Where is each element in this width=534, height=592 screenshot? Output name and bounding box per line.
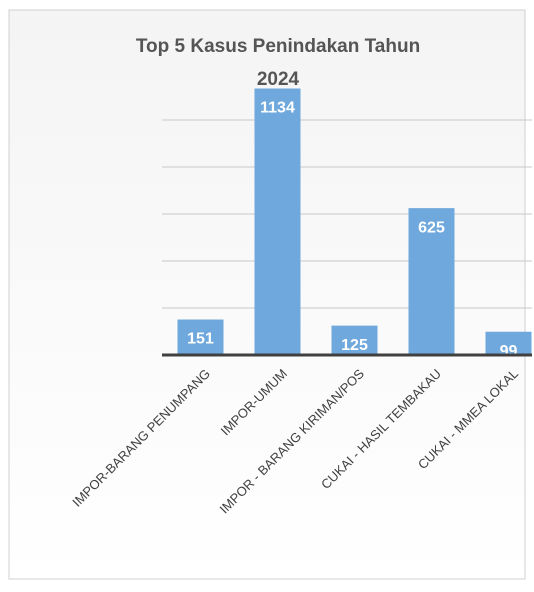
data-label: 625: [418, 219, 445, 236]
bar: [408, 208, 455, 355]
data-label: 125: [341, 337, 368, 354]
data-label: 99: [500, 343, 518, 360]
bar: [331, 325, 378, 355]
bar: [177, 319, 224, 355]
data-label: 151: [187, 331, 214, 348]
chart-title: Top 5 Kasus Penindakan Tahun 2024: [136, 36, 420, 90]
data-label: 1134: [260, 100, 295, 117]
bar: [254, 88, 301, 355]
bar: [485, 331, 532, 355]
